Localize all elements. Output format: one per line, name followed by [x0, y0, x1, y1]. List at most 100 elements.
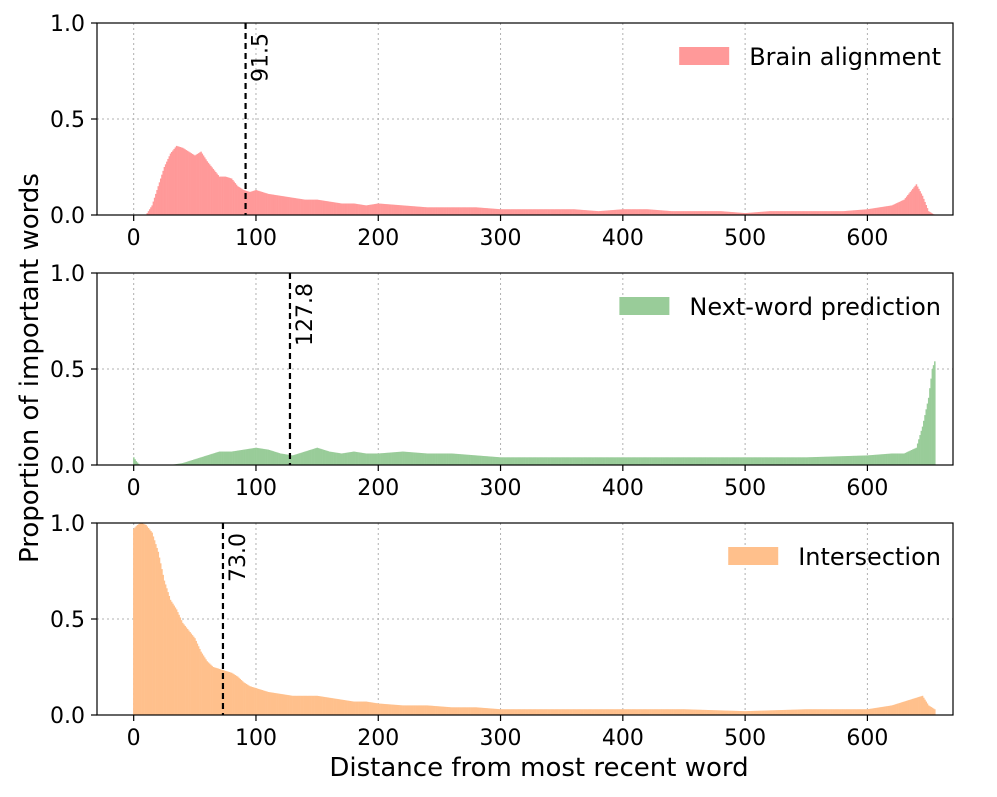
bar [814, 457, 816, 465]
bar [744, 213, 747, 215]
bar [418, 705, 420, 715]
bar [197, 458, 200, 465]
bar [596, 211, 599, 215]
bar [781, 211, 783, 215]
bar [640, 709, 643, 715]
bar [810, 211, 813, 215]
bar [411, 452, 414, 465]
bar [734, 457, 737, 465]
bar [640, 457, 643, 465]
bar [924, 699, 926, 715]
bar [309, 695, 311, 715]
bar [918, 188, 920, 215]
bar [875, 207, 877, 215]
bar [852, 709, 854, 715]
bar [806, 709, 809, 715]
bar [625, 209, 628, 215]
bar [455, 707, 458, 715]
bar [696, 211, 699, 215]
bar [874, 208, 876, 215]
bar [665, 457, 667, 465]
bar [215, 452, 217, 465]
bar [442, 453, 444, 465]
bar [548, 209, 551, 215]
bar [470, 707, 473, 715]
bar [717, 211, 720, 215]
bar [679, 457, 682, 465]
bar [413, 705, 415, 715]
bar [795, 709, 798, 715]
bar [844, 456, 847, 465]
bar [767, 211, 770, 215]
bar [290, 455, 293, 465]
bar [441, 207, 443, 215]
bar [778, 710, 781, 715]
bar [477, 707, 480, 715]
bar [740, 212, 743, 215]
bar [602, 709, 605, 715]
bar [204, 657, 206, 715]
bar [598, 709, 601, 715]
bar [768, 710, 771, 715]
bar [576, 709, 579, 715]
bar [864, 709, 866, 715]
bar [661, 210, 663, 215]
bar [151, 205, 153, 215]
bar [734, 710, 737, 715]
bar [175, 145, 178, 215]
bar [343, 700, 345, 715]
bar [210, 165, 212, 215]
bar [834, 456, 837, 465]
bar [583, 457, 585, 465]
bar [458, 454, 460, 465]
bar [663, 457, 666, 465]
bar [740, 711, 743, 715]
bar [273, 692, 276, 715]
bar [877, 207, 880, 215]
bar [617, 209, 619, 215]
x-tick-label: 100 [235, 726, 277, 751]
x-tick-label: 500 [724, 726, 766, 751]
bar [603, 709, 606, 715]
bar [823, 709, 826, 715]
bar [270, 194, 272, 215]
bar [846, 456, 848, 465]
bar [616, 457, 618, 465]
bar [157, 551, 160, 715]
bar [720, 710, 722, 715]
bar [882, 206, 885, 215]
bar [597, 709, 600, 715]
bar [180, 463, 183, 465]
bar [230, 451, 233, 465]
bar [607, 709, 610, 715]
bar [525, 709, 528, 715]
bar [676, 457, 678, 465]
bar [248, 191, 250, 215]
bar [777, 211, 780, 215]
bar [651, 709, 654, 715]
bar [586, 457, 589, 465]
bar [310, 695, 312, 715]
bar [595, 457, 597, 465]
bar [217, 668, 219, 715]
bar [888, 705, 891, 715]
bar [274, 451, 277, 465]
bar [409, 205, 411, 215]
bar [765, 211, 767, 215]
bar [314, 199, 316, 215]
bar [437, 207, 440, 215]
bar [710, 457, 712, 465]
bar [255, 688, 257, 715]
bar [743, 711, 745, 715]
bar [521, 209, 524, 215]
bar [166, 161, 168, 215]
bar [587, 709, 590, 715]
bar [431, 705, 433, 715]
bar [169, 599, 172, 715]
bar [739, 457, 742, 465]
bar [578, 457, 580, 465]
bar [210, 454, 212, 465]
bar [525, 457, 528, 465]
bar [449, 453, 452, 465]
bar [909, 191, 912, 215]
